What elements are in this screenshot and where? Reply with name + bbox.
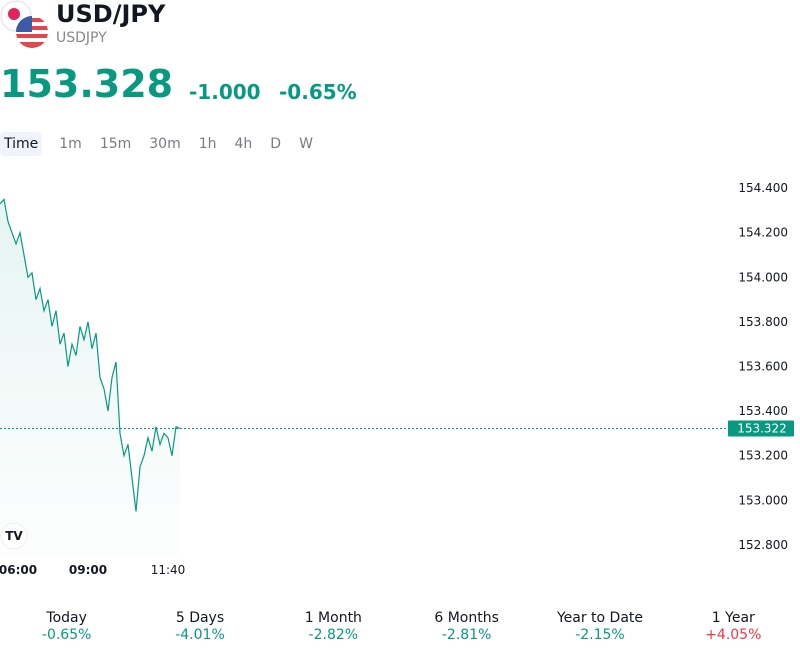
period-value: +4.05% [705,627,762,643]
interval-tab[interactable]: 4h [234,136,253,152]
period-value: -4.01% [175,627,225,643]
period-value: -2.81% [441,627,492,643]
area [0,199,180,557]
performance-item[interactable]: Today -0.65% [0,610,133,643]
interval-tab[interactable]: 15m [99,136,132,152]
y-tick-label: 153.600 [738,360,788,374]
performance-item[interactable]: 1 Month -2.82% [267,610,400,643]
interval-tab[interactable]: 1h [198,136,217,152]
interval-tab[interactable]: 1m [59,136,82,152]
svg-text:TV: TV [5,529,23,543]
y-tick-label: 154.400 [738,181,788,195]
last-price-label: 153.322 [737,421,787,435]
performance-item[interactable]: Year to Date -2.15% [533,610,666,643]
y-tick-label: 153.200 [738,449,788,463]
change-percent: -0.65% [279,80,357,104]
x-tick-label: 11:40 [151,563,186,577]
tv-logo[interactable]: TV [0,522,28,550]
price-line [0,197,181,512]
y-tick-label: 154.200 [738,226,788,240]
x-tick-label: 09:00 [69,563,107,577]
x-tick-label: 06:00 [0,563,37,577]
interval-tabs: Time 1m 15m 30m 1h 4h D W [0,132,322,156]
y-tick-label: 153.800 [738,315,788,329]
period-value: -2.82% [308,627,359,643]
interval-tab[interactable]: Time [0,132,43,156]
change: -1.000 [189,80,261,104]
performance-item[interactable]: 5 Days -4.01% [133,610,266,643]
period-label: 1 Year [711,610,755,626]
interval-tab[interactable]: D [270,136,282,152]
y-tick-label: 152.800 [738,538,788,552]
period-value: -2.15% [575,627,625,643]
last-price-box [728,420,794,437]
y-tick-label: 153.400 [738,404,788,418]
period-label: Today [46,610,87,626]
period-label: Year to Date [556,610,643,626]
flags-icon [0,0,48,48]
title: USD/JPY [56,0,166,28]
y-tick-label: 153.000 [738,493,788,507]
interval-tab[interactable]: W [299,136,313,152]
performance-item[interactable]: 6 Months -2.81% [400,610,533,643]
period-value: -0.65% [41,627,92,643]
performance-item[interactable]: 1 Year +4.05% [667,610,800,643]
period-label: 6 Months [434,610,499,626]
period-label: 5 Days [175,610,225,626]
y-tick-label: 154.000 [738,270,788,284]
chart: 152.800 153.000 153.200 153.400 153.600 153.8… [0,181,794,577]
price: 153.328 [0,62,174,106]
period-label: 1 Month [304,610,362,626]
performance-row: Today -0.65% 5 Days -4.01% 1 Month -2.82% 6 Mo… [0,610,800,643]
interval-tab[interactable]: 30m [149,136,181,152]
symbol: USDJPY [56,30,107,46]
